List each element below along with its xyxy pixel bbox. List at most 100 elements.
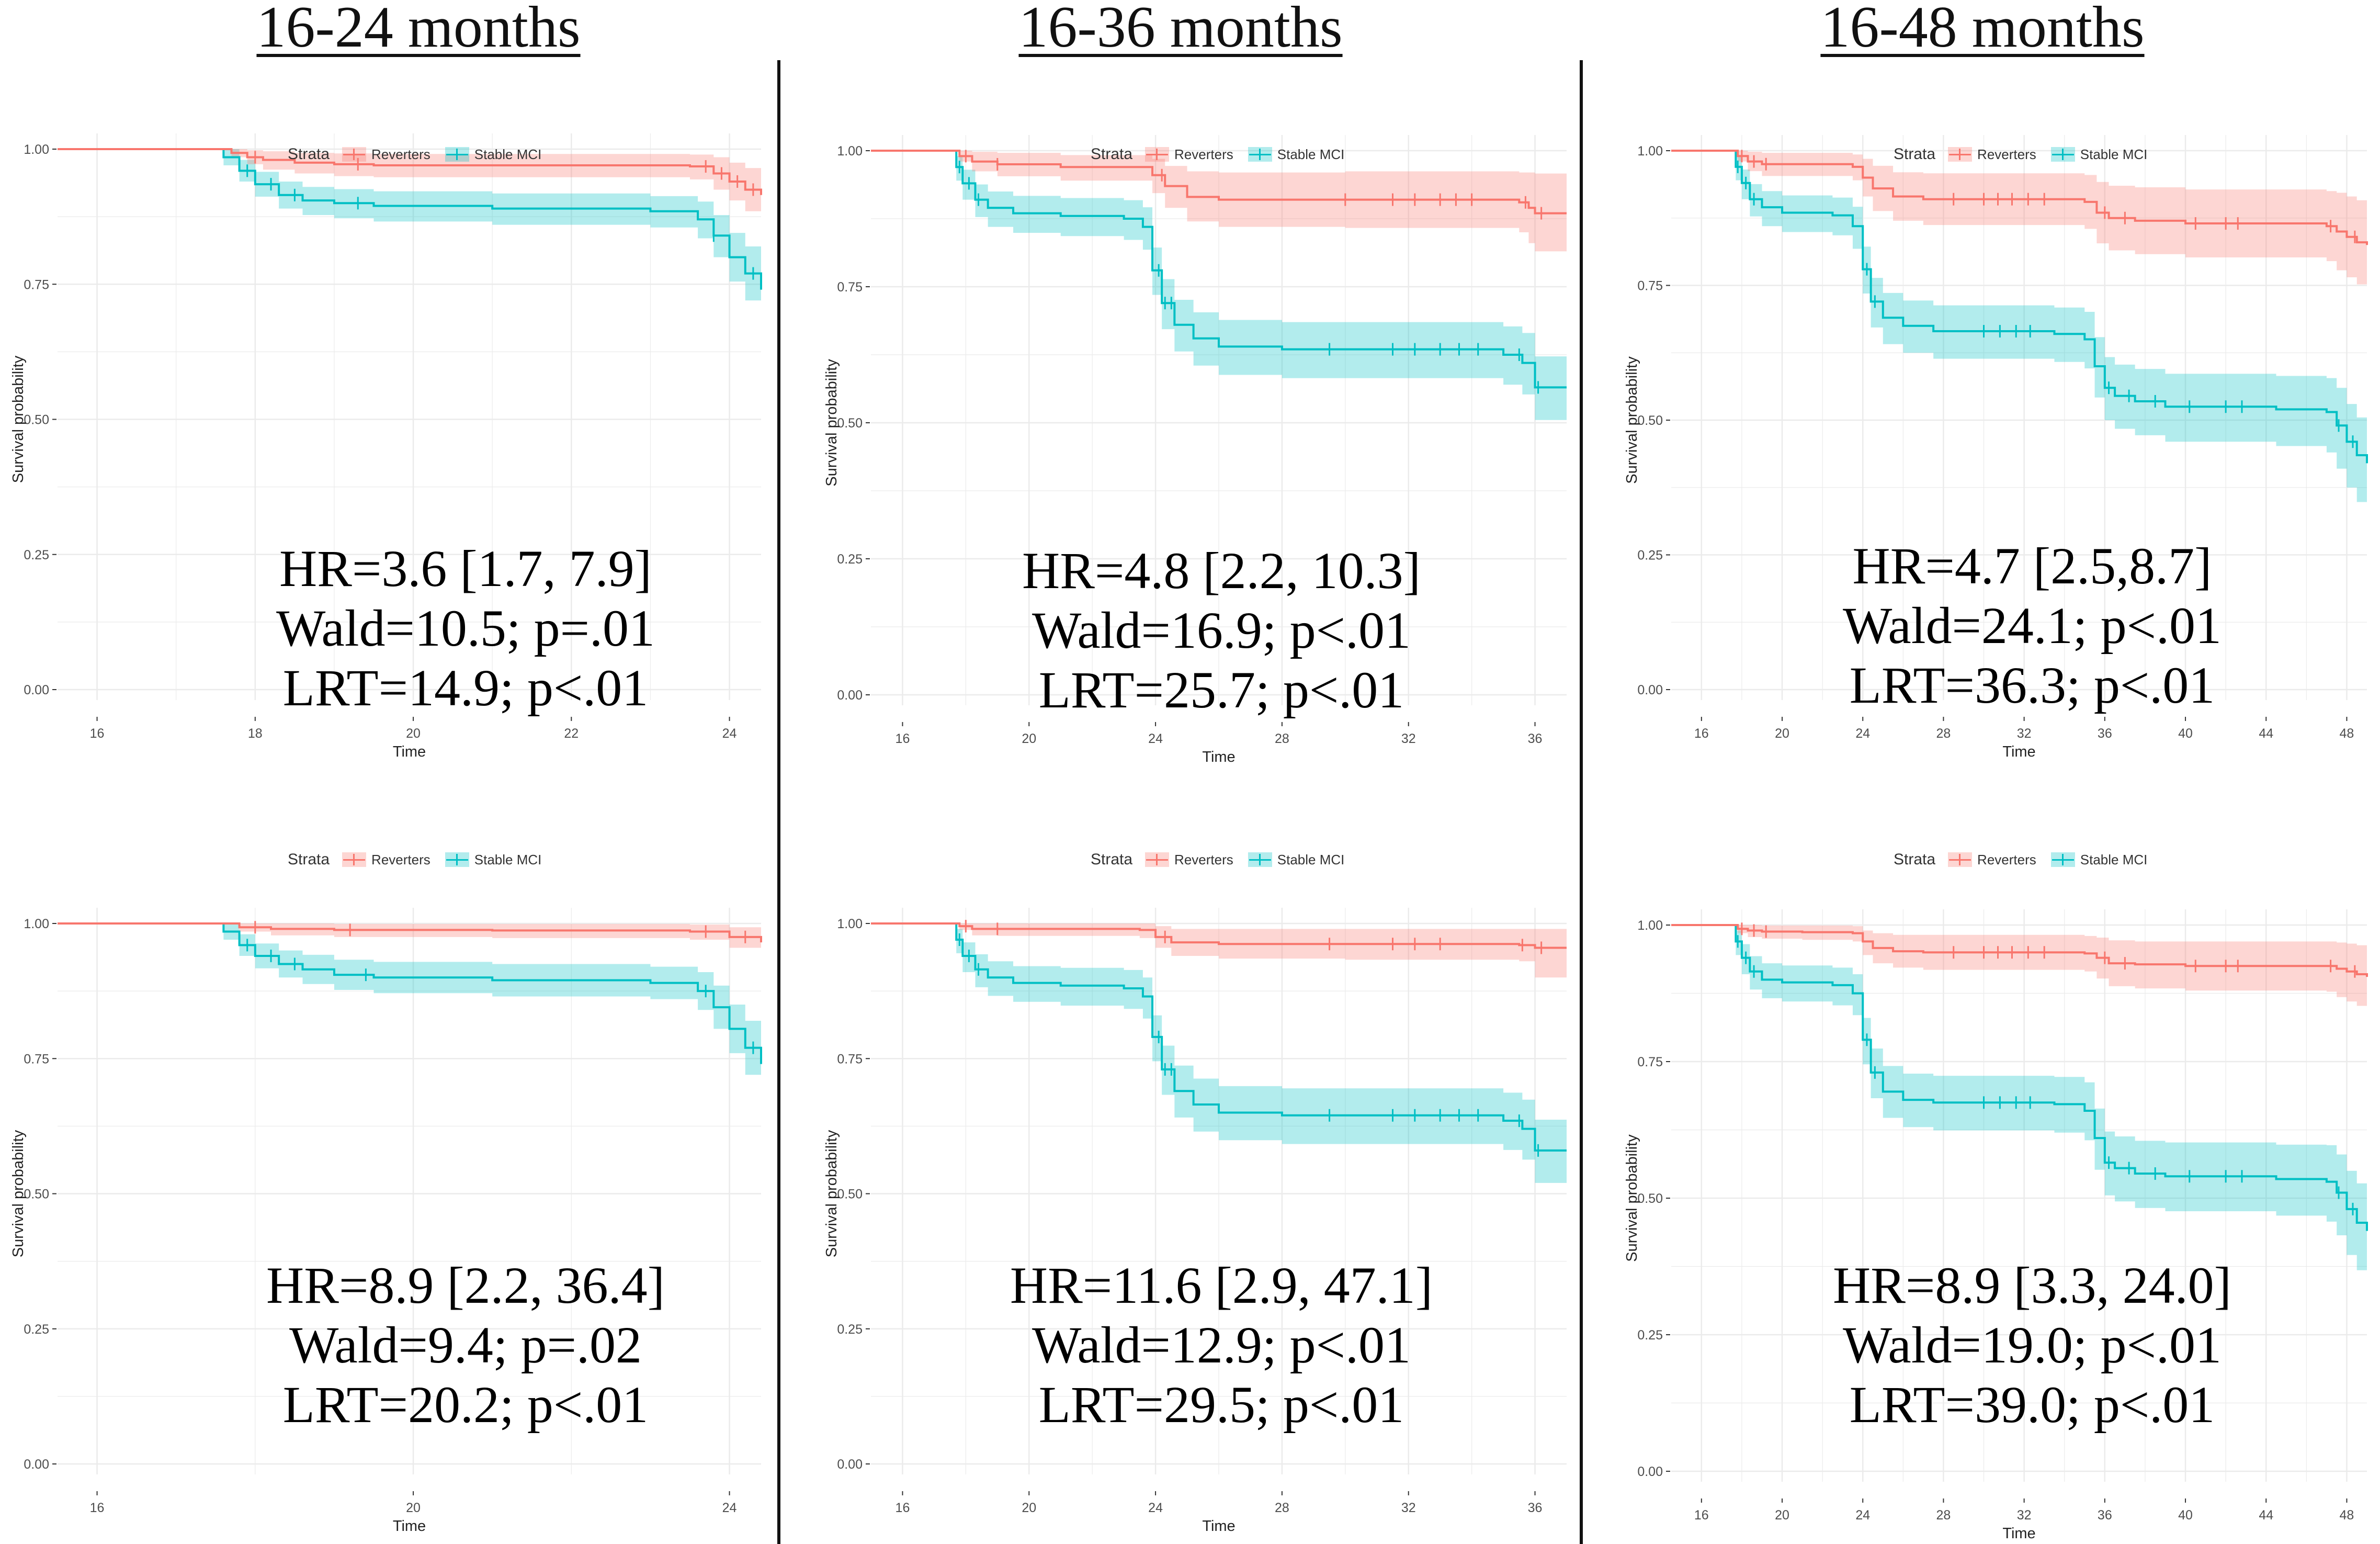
y-tick-label: 1.00 — [1637, 918, 1663, 933]
x-tick-label: 48 — [2340, 726, 2354, 741]
legend-key-stable-mci — [1248, 147, 1272, 162]
km-panel-6: 0.00 0.25 0.50 0.75 1.00 16 20 24 28 32 36 40 44 48 Ti… — [1585, 842, 2377, 1543]
y-tick-label: 0.75 — [24, 277, 49, 292]
legend-key-reverters — [1145, 147, 1170, 162]
x-axis-title: Time — [1202, 749, 1235, 765]
x-tick-label: 16 — [1694, 726, 1709, 741]
y-tick-label: 1.00 — [1637, 144, 1663, 159]
y-tick-label: 0.50 — [24, 1187, 49, 1202]
legend-key-reverters — [342, 147, 367, 162]
x-tick-label: 40 — [2178, 1508, 2193, 1523]
grid — [58, 908, 761, 1474]
legend-title: Strata — [1091, 145, 1133, 163]
legend-key-stable-mci — [2050, 852, 2075, 867]
stats-annotation: HR=8.9 [3.3, 24.0] Wald=19.0; p<.01 LRT=39… — [1771, 1256, 2294, 1435]
x-tick-label: 24 — [1855, 726, 1870, 741]
x-tick-label: 20 — [1775, 726, 1789, 741]
stats-annotation: HR=11.6 [2.9, 47.1] Wald=12.9; p<.01 LRT=2… — [960, 1256, 1483, 1435]
legend-label-reverters: Reverters — [371, 851, 430, 867]
legend-label-stable-mci: Stable MCI — [2080, 851, 2148, 867]
lrt-test-text: LRT=29.5; p<.01 — [1038, 1376, 1404, 1434]
x-tick-label: 20 — [1775, 1508, 1789, 1523]
legend: Strata Reverters Stable MCI — [1894, 145, 2160, 163]
lrt-test-text: LRT=20.2; p<.01 — [282, 1376, 649, 1434]
ci-band-reverters — [1671, 151, 2367, 288]
x-tick-label: 16 — [90, 1501, 105, 1515]
legend-label-reverters: Reverters — [1977, 146, 2036, 162]
km-panel-5: 0.00 0.25 0.50 0.75 1.00 16 20 24 28 32 36 Time Surv… — [782, 842, 1577, 1543]
x-tick-label: 16 — [896, 731, 910, 746]
x-tick-label: 36 — [2098, 1508, 2112, 1523]
y-tick-label: 0.00 — [24, 1457, 49, 1472]
x-tick-label: 36 — [1528, 1501, 1543, 1515]
wald-test-text: Wald=12.9; p<.01 — [1032, 1316, 1411, 1374]
ci-band-stable-mci — [58, 923, 761, 1094]
column-title-16-24: 16-24 months — [256, 0, 581, 60]
hazard-ratio-text: HR=4.7 [2.5,8.7] — [1852, 537, 2212, 595]
legend-title: Strata — [1894, 145, 1936, 163]
x-tick-label: 48 — [2340, 1508, 2354, 1523]
x-tick-label: 20 — [406, 1501, 421, 1515]
y-tick-label: 0.75 — [837, 280, 863, 295]
wald-test-text: Wald=19.0; p<.01 — [1842, 1316, 2222, 1374]
ci-band-reverters — [871, 923, 1567, 978]
x-tick-label: 32 — [1401, 1501, 1416, 1515]
y-tick-label: 0.00 — [24, 683, 49, 697]
y-tick-label: 0.25 — [1637, 548, 1663, 563]
y-tick-label: 0.25 — [837, 1322, 863, 1337]
lrt-test-text: LRT=25.7; p<.01 — [1038, 661, 1404, 719]
km-plot: 0.00 0.25 0.50 0.75 1.00 16 18 20 22 24 Time Surviv… — [10, 133, 762, 760]
survival-curve-reverters — [1671, 924, 2368, 977]
survival-curve-reverters — [58, 922, 762, 943]
x-tick-label: 44 — [2259, 1508, 2273, 1523]
y-tick-label: 0.00 — [837, 688, 863, 703]
y-tick-label: 0.50 — [1637, 1191, 1663, 1206]
legend-label-stable-mci: Stable MCI — [1277, 851, 1345, 867]
x-axis-title: Time — [1202, 1518, 1235, 1535]
y-tick-label: 0.50 — [1637, 413, 1663, 428]
y-tick-label: 1.00 — [24, 917, 49, 931]
stats-annotation: HR=4.8 [2.2, 10.3] Wald=16.9; p<.01 LRT=25… — [960, 541, 1483, 720]
legend: Strata Reverters Stable MCI — [1091, 851, 1357, 869]
survival-curve-stable-mci — [1671, 924, 2368, 1231]
x-tick-label: 32 — [2017, 1508, 2032, 1523]
y-tick-label: 0.25 — [837, 552, 863, 567]
km-panel-4: 0.00 0.25 0.50 0.75 1.00 16 20 24 Time Survival p… — [0, 842, 774, 1543]
legend-label-stable-mci: Stable MCI — [1277, 146, 1345, 162]
ci-band-reverters — [1671, 925, 2367, 1010]
x-tick-label: 36 — [2098, 726, 2112, 741]
legend-key-reverters — [1145, 852, 1170, 867]
stats-annotation: HR=4.7 [2.5,8.7] Wald=24.1; p<.01 LRT=36.3… — [1771, 536, 2294, 715]
legend: Strata Reverters Stable MCI — [288, 145, 554, 163]
legend-key-stable-mci — [445, 147, 469, 162]
y-axis-title: Survival probability — [1624, 1134, 1640, 1262]
legend-key-stable-mci — [445, 852, 469, 867]
survival-curve-reverters — [1671, 150, 2368, 245]
y-tick-label: 0.25 — [1637, 1328, 1663, 1343]
survival-curve-stable-mci — [871, 922, 1567, 1152]
column-separator-1 — [777, 60, 780, 1544]
wald-test-text: Wald=16.9; p<.01 — [1032, 601, 1411, 659]
legend-key-reverters — [342, 852, 367, 867]
stats-annotation: HR=8.9 [2.2, 36.4] Wald=9.4; p=.02 LRT=20.… — [204, 1256, 727, 1435]
km-plot: 0.00 0.25 0.50 0.75 1.00 16 20 24 28 32 36 Time Surv… — [823, 135, 1567, 765]
y-tick-label: 0.00 — [1637, 1464, 1663, 1479]
y-tick-label: 0.50 — [837, 416, 863, 431]
x-axis-title: Time — [2002, 743, 2035, 760]
y-axis-title: Survival probability — [823, 359, 840, 487]
km-plot: 0.00 0.25 0.50 0.75 1.00 16 20 24 28 32 36 Time Surv… — [823, 908, 1567, 1535]
x-tick-label: 24 — [1148, 731, 1163, 746]
km-plot: 0.00 0.25 0.50 0.75 1.00 16 20 24 28 32 36 40 44 48 Ti… — [1624, 135, 2368, 760]
x-tick-label: 24 — [722, 1501, 737, 1515]
x-axis-title: Time — [393, 1518, 426, 1535]
legend-label-reverters: Reverters — [371, 146, 430, 162]
y-tick-label: 0.00 — [837, 1457, 863, 1472]
legend-title: Strata — [288, 145, 330, 163]
x-tick-label: 28 — [1936, 1508, 1951, 1523]
grid — [1671, 135, 2367, 700]
km-plot: 0.00 0.25 0.50 0.75 1.00 16 20 24 28 32 36 40 44 48 Ti… — [1624, 909, 2368, 1542]
y-tick-label: 0.75 — [837, 1052, 863, 1066]
x-tick-label: 28 — [1275, 1501, 1289, 1515]
legend-label-reverters: Reverters — [1174, 851, 1233, 867]
